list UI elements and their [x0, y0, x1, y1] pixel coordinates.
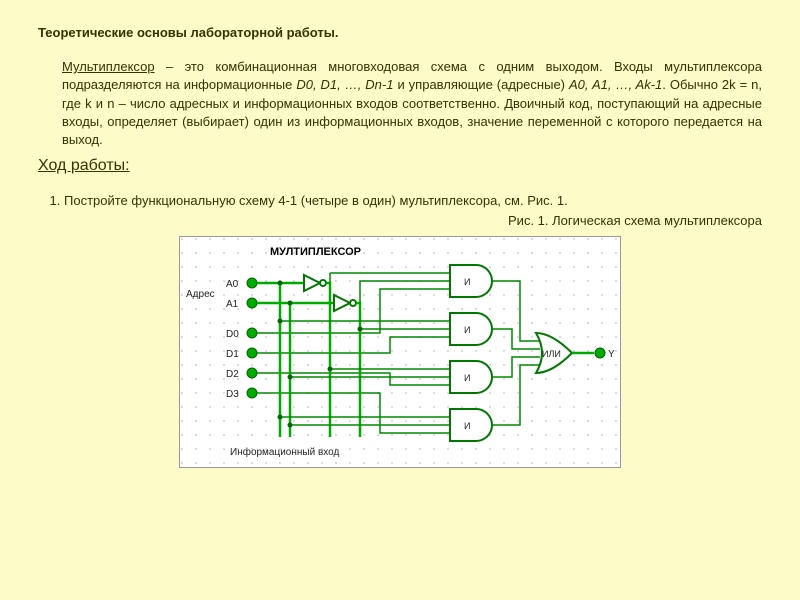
svg-text:ИЛИ: ИЛИ: [542, 349, 561, 359]
theory-text-mid: и управляющие (адресные): [393, 77, 568, 92]
svg-text:И: И: [464, 325, 470, 335]
and-3: И: [450, 409, 492, 441]
steps-list: Постройте функциональную схему 4-1 (четы…: [38, 192, 762, 210]
diagram-title: МУЛТИПЛЕКСОР: [270, 246, 361, 258]
label-datain: Информационный вход: [230, 446, 340, 458]
figure-caption: Рис. 1. Логическая схема мультиплексора: [38, 212, 762, 230]
theory-vars-a: A0, A1, …, Ak-1: [569, 77, 662, 92]
theory-vars-d: D0, D1, …, Dn-1: [296, 77, 393, 92]
multiplexer-diagram: МУЛТИПЛЕКСОР Адрес Информационный вход A…: [179, 236, 621, 468]
and-2: И: [450, 361, 492, 393]
svg-text:A1: A1: [226, 299, 239, 310]
svg-text:Y: Y: [608, 349, 615, 360]
svg-text:D2: D2: [226, 369, 239, 380]
svg-text:D3: D3: [226, 389, 239, 400]
theory-paragraph: Мультиплексор – это комбинационная много…: [38, 58, 762, 149]
workflow-heading: Ход работы:: [38, 155, 762, 177]
theory-heading: Теоретические основы лабораторной работы…: [38, 24, 762, 42]
svg-text:И: И: [464, 421, 470, 431]
label-address: Адрес: [186, 289, 215, 300]
svg-text:И: И: [464, 373, 470, 383]
svg-text:A0: A0: [226, 279, 239, 290]
step-1: Постройте функциональную схему 4-1 (четы…: [64, 192, 762, 210]
svg-text:И: И: [464, 277, 470, 287]
and-1: И: [450, 313, 492, 345]
svg-text:D1: D1: [226, 349, 239, 360]
svg-text:D0: D0: [226, 329, 239, 340]
term-multiplexer: Мультиплексор: [62, 59, 155, 74]
and-0: И: [450, 265, 492, 297]
